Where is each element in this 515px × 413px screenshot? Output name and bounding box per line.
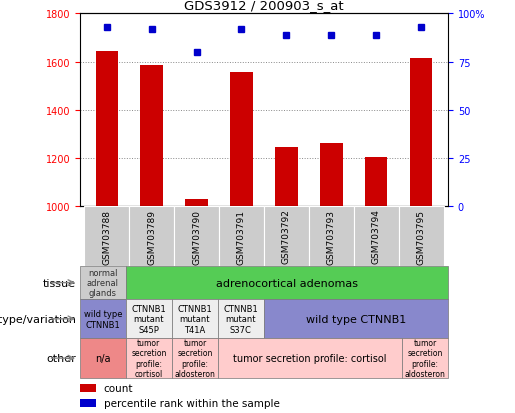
Text: GSM703794: GSM703794 — [372, 209, 381, 264]
Bar — [129, 206, 174, 266]
Text: CTNNB1
mutant
T41A: CTNNB1 mutant T41A — [178, 304, 212, 334]
Text: n/a: n/a — [95, 353, 111, 363]
Bar — [80, 299, 126, 339]
Bar — [80, 399, 96, 407]
Text: CTNNB1
mutant
S45P: CTNNB1 mutant S45P — [131, 304, 166, 334]
Bar — [126, 299, 172, 339]
Bar — [264, 299, 448, 339]
Bar — [402, 339, 448, 378]
Text: count: count — [104, 383, 133, 393]
Text: GSM703793: GSM703793 — [327, 209, 336, 264]
Bar — [172, 299, 218, 339]
Bar — [309, 206, 354, 266]
Bar — [174, 206, 219, 266]
Text: tissue: tissue — [43, 278, 76, 288]
Bar — [172, 339, 218, 378]
Bar — [264, 206, 309, 266]
Text: GSM703788: GSM703788 — [102, 209, 111, 264]
Bar — [80, 384, 96, 392]
Bar — [80, 266, 126, 299]
Bar — [365, 157, 387, 206]
Text: tumor
secretion
profile:
aldosteron: tumor secretion profile: aldosteron — [405, 338, 445, 378]
Bar — [218, 299, 264, 339]
Text: genotype/variation: genotype/variation — [0, 314, 76, 324]
Text: tumor
secretion
profile:
cortisol: tumor secretion profile: cortisol — [131, 338, 166, 378]
Text: tumor
secretion
profile:
aldosteron: tumor secretion profile: aldosteron — [175, 338, 215, 378]
Text: normal
adrenal
glands: normal adrenal glands — [87, 268, 119, 298]
Bar — [218, 339, 402, 378]
Text: adrenocortical adenomas: adrenocortical adenomas — [216, 278, 358, 288]
Bar — [399, 206, 443, 266]
Text: other: other — [46, 353, 76, 363]
Text: GSM703792: GSM703792 — [282, 209, 291, 264]
Text: GSM703791: GSM703791 — [237, 209, 246, 264]
Bar — [275, 148, 298, 206]
Bar — [84, 206, 129, 266]
Bar — [320, 144, 342, 206]
Text: percentile rank within the sample: percentile rank within the sample — [104, 398, 280, 408]
Bar — [185, 199, 208, 206]
Text: GSM703795: GSM703795 — [417, 209, 425, 264]
Text: CTNNB1
mutant
S37C: CTNNB1 mutant S37C — [224, 304, 259, 334]
Text: tumor secretion profile: cortisol: tumor secretion profile: cortisol — [233, 353, 387, 363]
Text: GSM703790: GSM703790 — [192, 209, 201, 264]
Bar — [126, 339, 172, 378]
Bar — [354, 206, 399, 266]
Text: GSM703789: GSM703789 — [147, 209, 156, 264]
Text: wild type
CTNNB1: wild type CTNNB1 — [83, 309, 122, 329]
Text: wild type CTNNB1: wild type CTNNB1 — [306, 314, 406, 324]
Bar — [126, 266, 448, 299]
Bar — [96, 52, 118, 206]
Bar — [410, 59, 432, 206]
Bar — [141, 66, 163, 206]
Bar — [219, 206, 264, 266]
Title: GDS3912 / 200903_s_at: GDS3912 / 200903_s_at — [184, 0, 344, 12]
Bar — [80, 339, 126, 378]
Bar — [230, 73, 253, 206]
